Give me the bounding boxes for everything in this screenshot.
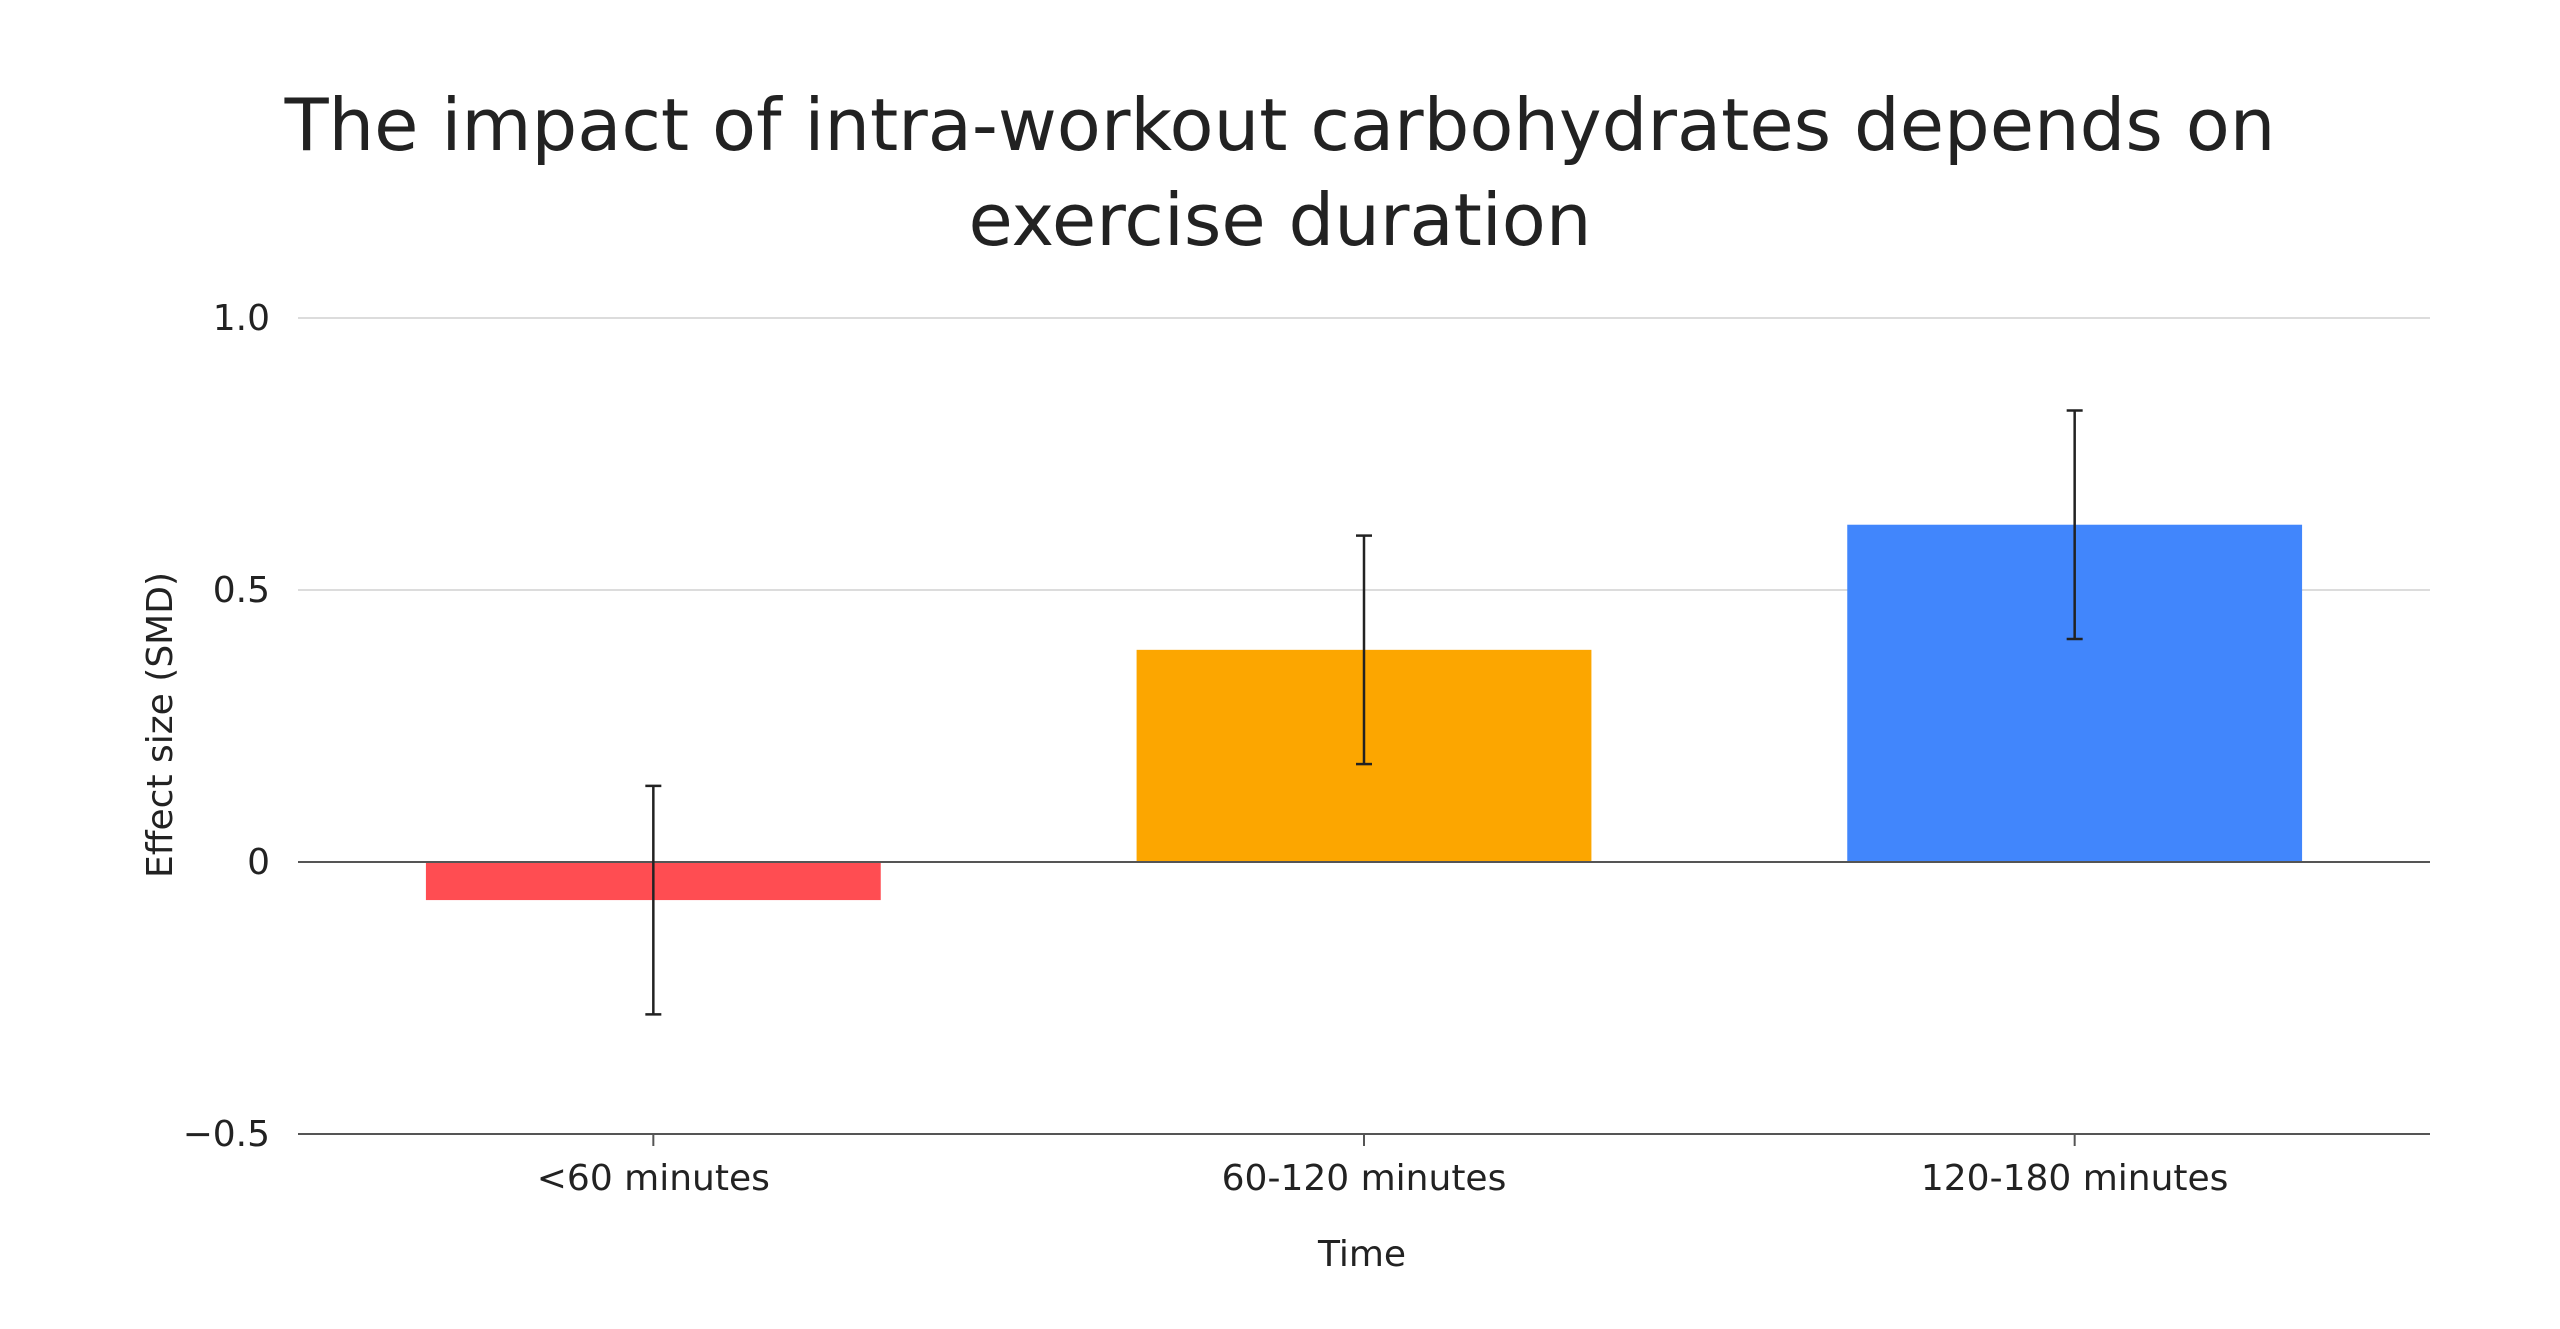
- chart-title-line-1: The impact of intra-workout carbohydrate…: [284, 83, 2276, 167]
- x-axis-title: Time: [1317, 1234, 1406, 1275]
- y-tick-label: 0: [247, 842, 270, 883]
- axes: [298, 861, 2430, 1146]
- x-tick-label: 120-180 minutes: [1921, 1158, 2229, 1199]
- y-axis-title: Effect size (SMD): [140, 572, 181, 878]
- chart-title-line-2: exercise duration: [968, 178, 1592, 262]
- error-bars: [645, 409, 2083, 1016]
- x-tick-label: 60-120 minutes: [1222, 1158, 1507, 1199]
- x-tick-label: <60 minutes: [537, 1158, 770, 1199]
- tick-labels: 1.0 0.5 0 −0.5 <60 minutes 60-120 minutes 120-…: [183, 298, 2229, 1199]
- y-tick-label: 0.5: [213, 570, 270, 611]
- y-tick-label: 1.0: [213, 298, 270, 339]
- chart-title: The impact of intra-workout carbohydrate…: [0, 78, 2560, 268]
- y-tick-label: −0.5: [183, 1114, 270, 1155]
